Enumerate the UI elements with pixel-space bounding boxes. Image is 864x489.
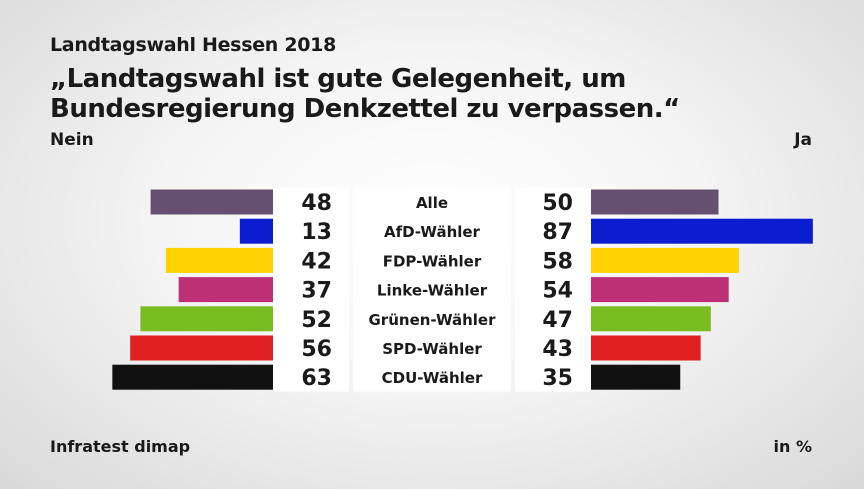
bar-ja-1: [591, 218, 813, 244]
value-label-ja-6: 35: [542, 366, 573, 391]
bar-ja-3: [591, 277, 729, 303]
category-label-1: AfD-Wähler: [384, 223, 481, 241]
chart-supertitle: Landtagswahl Hessen 2018: [50, 34, 337, 56]
value-label-ja-1: 87: [542, 220, 573, 245]
value-label-nein-4: 52: [301, 308, 332, 333]
bar-nein-3: [178, 277, 273, 303]
category-label-5: SPD-Wähler: [382, 340, 482, 358]
bar-ja-6: [591, 364, 681, 390]
value-label-ja-2: 58: [542, 249, 573, 274]
value-label-ja-4: 47: [542, 308, 573, 333]
value-label-ja-0: 50: [542, 191, 573, 216]
category-label-3: Linke-Wähler: [377, 282, 488, 300]
category-label-0: Alle: [416, 194, 448, 212]
bar-nein-2: [165, 247, 273, 273]
right-side-label: Ja: [794, 130, 812, 150]
category-label-6: CDU-Wähler: [382, 369, 483, 387]
bar-nein-0: [150, 189, 273, 215]
category-label-2: FDP-Wähler: [383, 252, 482, 270]
center-panel-2: [515, 187, 591, 392]
category-label-4: Grünen-Wähler: [369, 311, 497, 329]
value-label-ja-3: 54: [542, 279, 573, 304]
center-panel-0: [273, 187, 349, 392]
bar-ja-5: [591, 335, 701, 361]
value-label-nein-2: 42: [301, 249, 332, 274]
bar-ja-4: [591, 306, 711, 332]
chart-title: „Landtagswahl ist gute Gelegenheit, um B…: [50, 64, 680, 124]
bar-nein-4: [140, 306, 273, 332]
value-label-nein-0: 48: [301, 191, 332, 216]
unit-label: in %: [773, 437, 812, 456]
value-label-nein-1: 13: [301, 220, 332, 245]
bar-nein-1: [239, 218, 273, 244]
value-label-nein-3: 37: [301, 279, 332, 304]
value-label-nein-5: 56: [301, 337, 332, 362]
center-panel-1: [353, 187, 511, 392]
bar-ja-0: [591, 189, 719, 215]
value-label-ja-5: 43: [542, 337, 573, 362]
bar-nein-6: [112, 364, 273, 390]
bar-nein-5: [130, 335, 273, 361]
source-label: Infratest dimap: [50, 437, 191, 456]
value-label-nein-6: 63: [301, 366, 332, 391]
bar-ja-2: [591, 247, 739, 273]
left-side-label: Nein: [50, 130, 94, 150]
